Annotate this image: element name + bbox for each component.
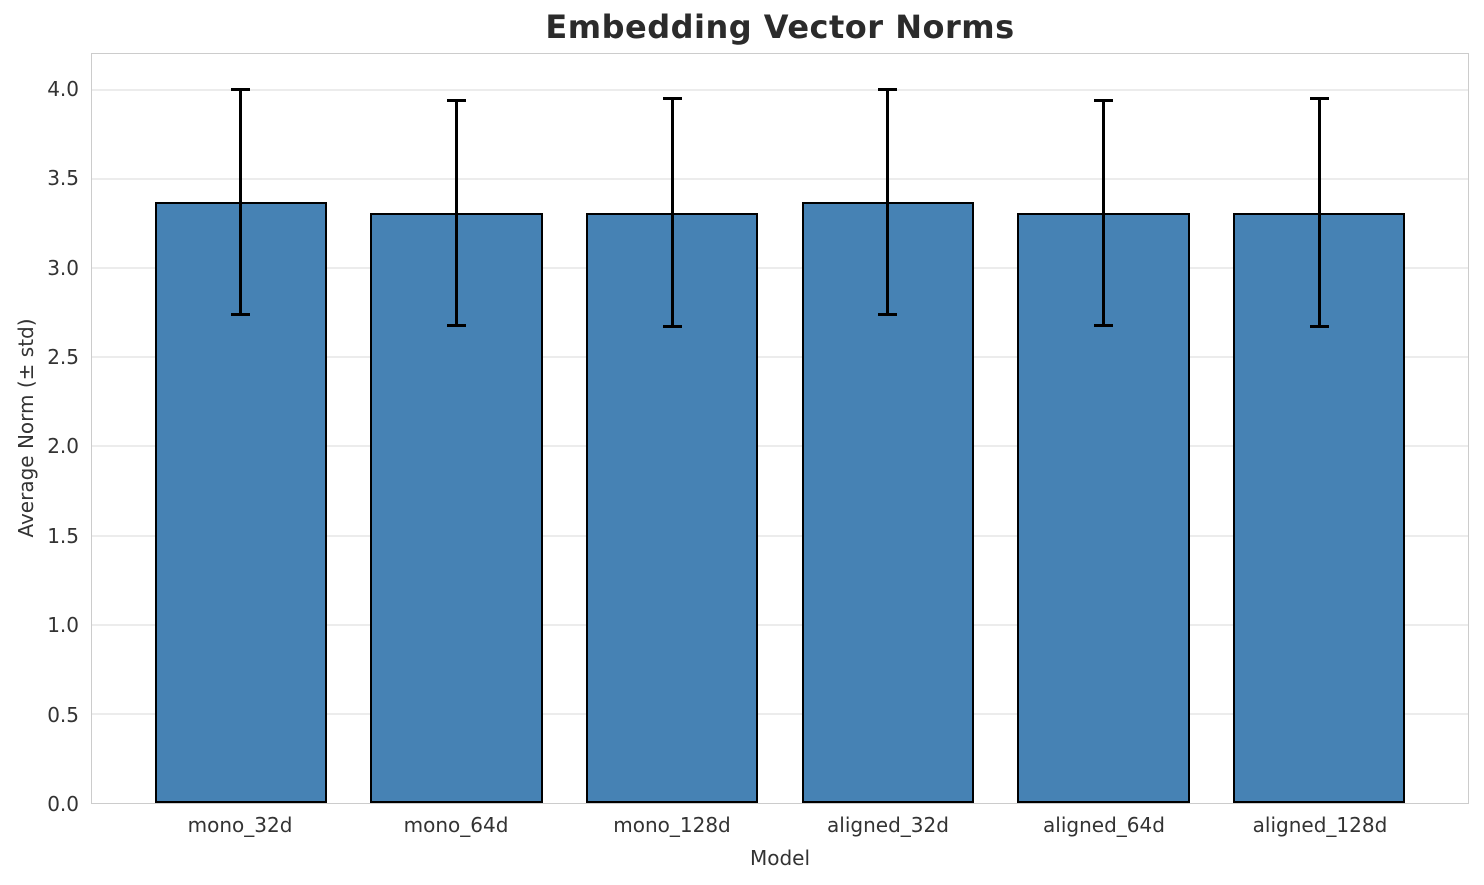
- x-tick-label-mono_32d: mono_32d: [187, 813, 293, 837]
- error-cap-bottom-aligned_32d: [878, 312, 898, 316]
- y-tick-label: 2.5: [47, 344, 79, 369]
- gridline: [92, 623, 1468, 626]
- x-tick-label-mono_64d: mono_64d: [403, 813, 509, 837]
- gridline: [92, 534, 1468, 537]
- bar-mono_64d: [370, 212, 543, 803]
- gridline: [92, 177, 1468, 180]
- error-bar-mono_64d: [454, 100, 458, 326]
- error-cap-bottom-mono_128d: [662, 325, 682, 329]
- error-cap-bottom-aligned_128d: [1309, 325, 1329, 329]
- gridline: [92, 712, 1468, 715]
- y-tick-label: 1.0: [47, 613, 79, 638]
- error-cap-top-mono_32d: [231, 88, 251, 92]
- plot-area: [91, 53, 1469, 804]
- error-cap-bottom-mono_32d: [231, 312, 251, 316]
- error-cap-bottom-aligned_64d: [1094, 323, 1113, 327]
- error-bar-mono_128d: [670, 98, 674, 327]
- x-tick-label-mono_128d: mono_128d: [613, 813, 731, 837]
- error-cap-top-aligned_64d: [1094, 98, 1113, 102]
- error-bar-mono_32d: [239, 89, 243, 315]
- error-cap-top-aligned_128d: [1309, 97, 1329, 101]
- y-tick-label: 0.0: [47, 792, 79, 816]
- gridline: [92, 445, 1468, 448]
- error-cap-top-aligned_32d: [878, 88, 898, 92]
- error-bar-aligned_32d: [886, 89, 890, 315]
- x-tick-label-aligned_64d: aligned_64d: [1043, 813, 1165, 837]
- y-tick-label: 4.0: [47, 76, 79, 101]
- y-tick-label: 0.5: [47, 702, 79, 727]
- error-cap-top-mono_64d: [446, 98, 466, 102]
- error-cap-bottom-mono_64d: [446, 323, 466, 327]
- x-tick-label-aligned_32d: aligned_32d: [827, 813, 949, 837]
- error-bar-aligned_128d: [1317, 98, 1321, 327]
- error-bar-aligned_64d: [1102, 100, 1105, 326]
- y-tick-label: 1.5: [47, 523, 79, 548]
- x-tick-label-aligned_128d: aligned_128d: [1252, 813, 1388, 837]
- chart-title: Embedding Vector Norms: [545, 8, 1015, 46]
- gridline: [92, 267, 1468, 269]
- y-tick-label: 2.0: [47, 434, 79, 459]
- y-tick-label: 3.0: [47, 255, 79, 280]
- gridline: [92, 356, 1468, 359]
- error-cap-top-mono_128d: [662, 97, 682, 101]
- x-axis-label: Model: [749, 846, 811, 870]
- gridline: [92, 88, 1468, 91]
- y-tick-label: 3.5: [47, 166, 79, 191]
